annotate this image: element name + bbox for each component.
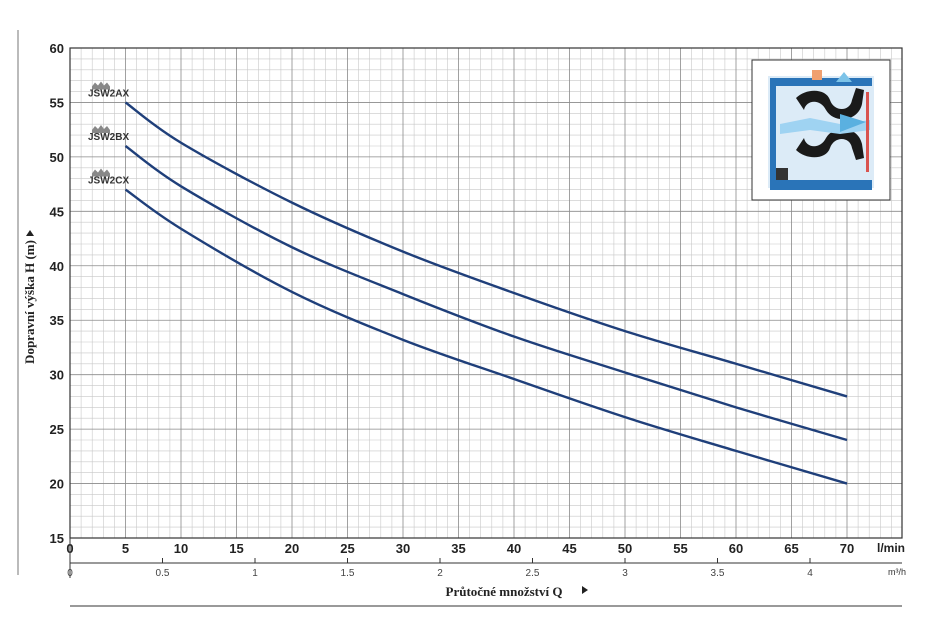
y-tick-label: 35 bbox=[50, 313, 64, 328]
x2-tick-label: 3 bbox=[622, 568, 628, 579]
y-axis-title: Dopravní výška H (m) bbox=[22, 240, 37, 364]
y-tick-label: 45 bbox=[50, 204, 64, 219]
x-tick-label: 25 bbox=[340, 541, 354, 556]
y-tick-label: 30 bbox=[50, 368, 64, 383]
x-tick-label: 30 bbox=[396, 541, 410, 556]
y-tick-label: 40 bbox=[50, 259, 64, 274]
x2-unit-label: m³/h bbox=[888, 567, 906, 577]
x-tick-label: 50 bbox=[618, 541, 632, 556]
series-line-jsw2bx bbox=[124, 145, 848, 442]
series-label: JSW2CX bbox=[88, 176, 129, 187]
x-tick-label: 70 bbox=[840, 541, 854, 556]
crown-icon bbox=[92, 168, 110, 177]
series-labels: JSW2AX JSW2BX JSW2CX bbox=[88, 81, 129, 187]
x2-tick-label: 0.5 bbox=[156, 568, 170, 579]
x-tick-label: 20 bbox=[285, 541, 299, 556]
x-axis-title: Průtočné množství Q bbox=[446, 584, 563, 599]
y-tick-label: 60 bbox=[50, 41, 64, 56]
series-line-jsw2ax bbox=[124, 101, 848, 398]
series-label: JSW2BX bbox=[88, 132, 129, 143]
x-tick-label: 15 bbox=[229, 541, 243, 556]
x2-tick-label: 1.5 bbox=[341, 568, 355, 579]
x2-tick-label: 1 bbox=[252, 568, 258, 579]
x-tick-label: 60 bbox=[729, 541, 743, 556]
crown-icon bbox=[92, 125, 110, 133]
x-tick-label: 55 bbox=[673, 541, 687, 556]
y-tick-label: 50 bbox=[50, 150, 64, 165]
y-tick-labels: 15 20 25 30 35 40 45 50 55 60 bbox=[50, 41, 64, 546]
y-tick-label: 25 bbox=[50, 422, 64, 437]
y-tick-label: 55 bbox=[50, 95, 64, 110]
x2-tick-label: 2 bbox=[437, 568, 443, 579]
x-unit-label: l/min bbox=[877, 541, 905, 555]
x2-tick-labels: 00.511.522.533.54 bbox=[67, 558, 813, 579]
series-label: JSW2AX bbox=[88, 88, 129, 99]
x-tick-label: 35 bbox=[451, 541, 465, 556]
x-tick-label: 45 bbox=[562, 541, 576, 556]
pump-cross-section-image bbox=[751, 59, 891, 201]
series-line-jsw2cx bbox=[124, 188, 848, 485]
x-axis-arrow-icon bbox=[582, 586, 588, 594]
y-axis-arrow-icon bbox=[26, 230, 34, 236]
y-tick-label: 20 bbox=[50, 477, 64, 492]
x2-tick-label: 3.5 bbox=[711, 568, 725, 579]
crown-icon bbox=[92, 81, 110, 90]
x-tick-label: 10 bbox=[174, 541, 188, 556]
x-tick-label: 40 bbox=[507, 541, 521, 556]
x-tick-label: 5 bbox=[122, 541, 129, 556]
x-tick-label: 65 bbox=[784, 541, 798, 556]
series-layer bbox=[124, 101, 848, 485]
plot-frame bbox=[69, 47, 903, 539]
y-tick-label: 15 bbox=[50, 531, 64, 546]
x2-tick-label: 4 bbox=[807, 568, 813, 579]
x2-tick-label: 2.5 bbox=[526, 568, 540, 579]
